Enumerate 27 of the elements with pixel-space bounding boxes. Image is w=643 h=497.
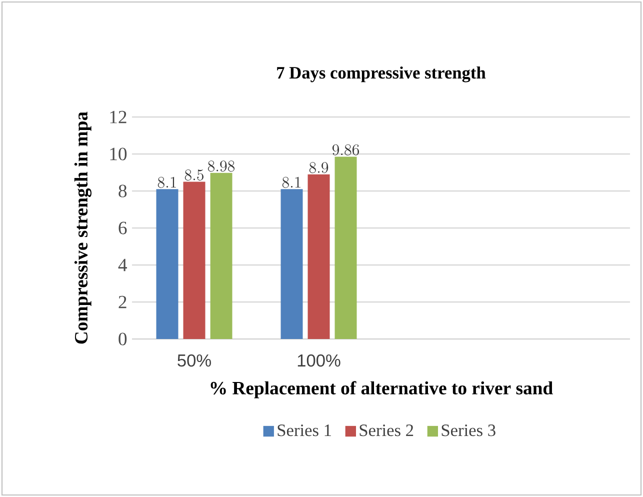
y-tick-label: 12: [110, 110, 126, 124]
data-label: 9.86: [332, 144, 360, 156]
data-label: 8.5: [184, 170, 204, 180]
data-label: 8.9: [309, 162, 328, 174]
data-label: 8.98: [208, 160, 235, 172]
bar: [183, 182, 206, 339]
y-tick-label: 6: [118, 222, 127, 234]
chart-title: 7 Days compressive strength: [277, 66, 486, 82]
bar: [156, 189, 178, 339]
legend-label: Series 3: [442, 424, 496, 436]
y-tick-label: 0: [118, 332, 127, 346]
bar: [280, 189, 303, 339]
data-label: 8. 1: [158, 176, 176, 188]
bar: [308, 174, 330, 339]
y-tick-label: 4: [118, 258, 128, 272]
legend-label: Series 2: [360, 424, 414, 436]
y-tick-label: 8: [118, 184, 127, 198]
legend-label: Series 1: [278, 424, 331, 436]
bar: [210, 172, 232, 339]
y-tick-label: 2: [118, 296, 126, 308]
x-tick-label: 100%: [298, 354, 340, 367]
x-axis-title: % Replacement of alternative to river sand: [210, 381, 553, 398]
y-axis-title: Compressive strength in mpa: [74, 112, 92, 344]
x-tick-label: 50%: [178, 354, 211, 367]
data-label: 8. 1: [282, 176, 300, 188]
bar: [334, 156, 357, 339]
y-tick-label: 10: [110, 148, 127, 160]
